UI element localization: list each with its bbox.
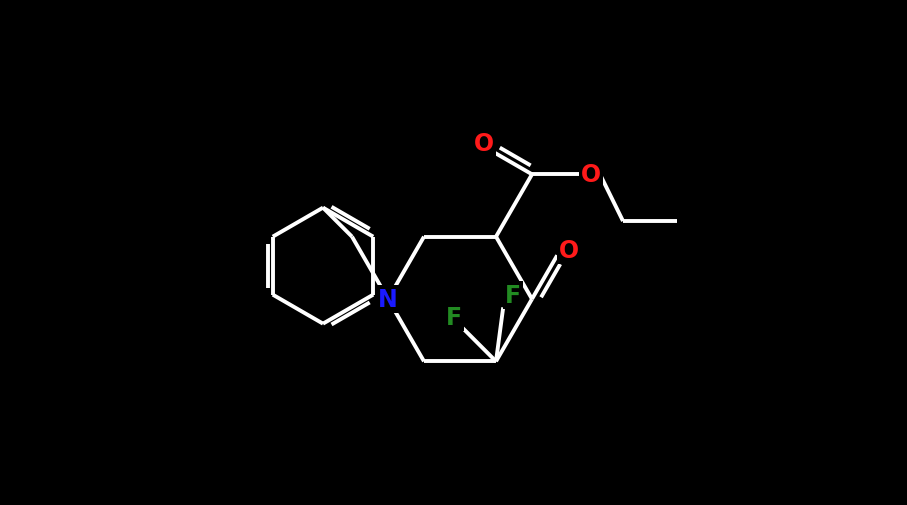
Text: O: O — [559, 239, 580, 263]
Text: N: N — [378, 287, 398, 312]
Text: O: O — [473, 132, 493, 156]
Text: O: O — [581, 163, 601, 187]
Text: F: F — [505, 284, 522, 308]
Text: F: F — [445, 306, 462, 329]
